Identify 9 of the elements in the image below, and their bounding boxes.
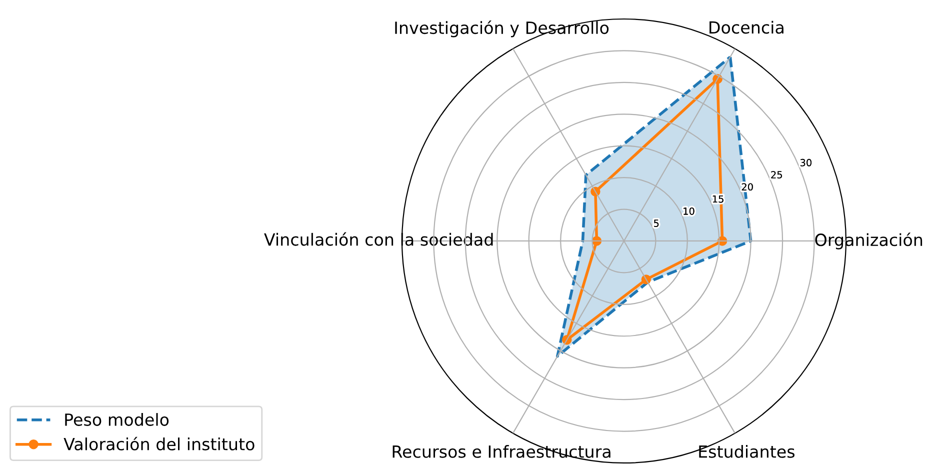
legend-label: Peso modelo [65, 413, 169, 426]
y-tick-label: 30 [800, 158, 812, 166]
spoke-label: Estudiantes [699, 445, 794, 458]
y-tick-label: 25 [771, 171, 782, 178]
spoke-label: Docencia [710, 20, 784, 34]
y-tick-label: 5 [654, 220, 659, 227]
legend-label: Valoración del instituto [64, 436, 254, 450]
y-tick-label: 10 [684, 207, 694, 215]
y-tick-label: 20 [742, 183, 753, 191]
